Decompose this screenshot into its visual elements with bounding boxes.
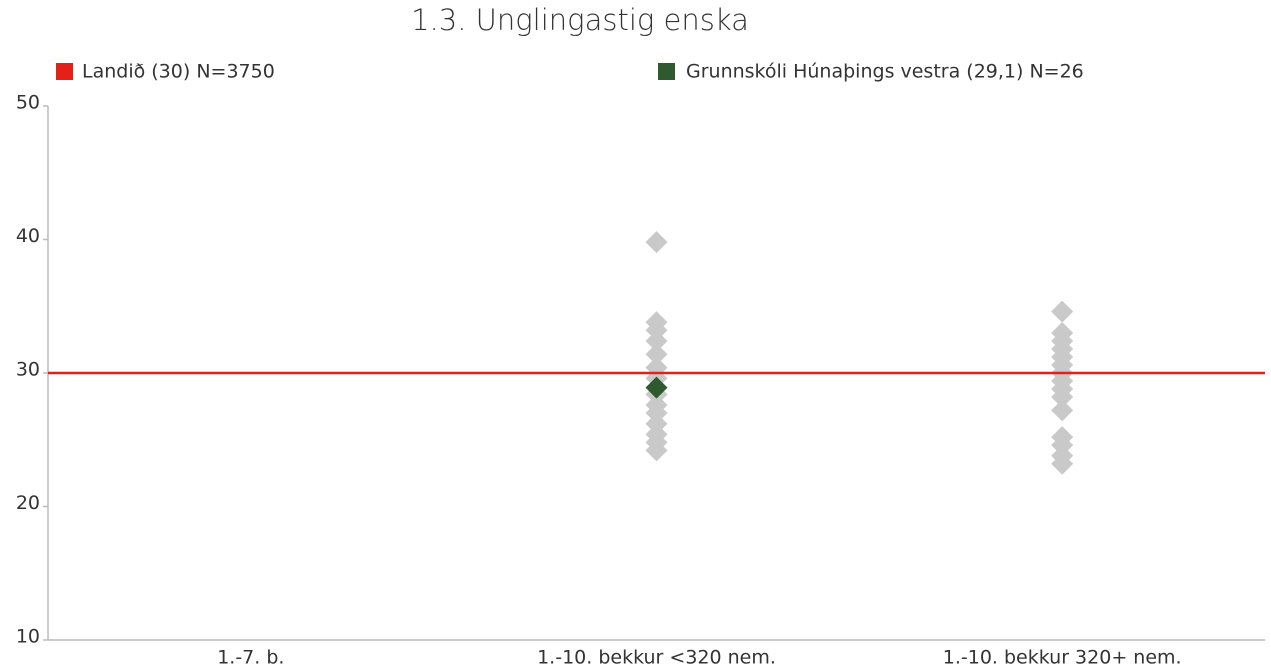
y-tick-label: 10 <box>16 626 40 648</box>
school-point <box>645 343 668 366</box>
school-point <box>645 329 668 352</box>
school-point <box>645 439 668 462</box>
y-tick-label: 40 <box>16 225 40 247</box>
x-tick-label: 1.-10. bekkur 320+ nem. <box>943 647 1182 669</box>
chart-title: 1.3. Unglingastig enska <box>411 3 749 37</box>
school-point <box>645 231 668 254</box>
school-point <box>1051 386 1074 409</box>
y-tick-label: 30 <box>16 359 40 381</box>
school-point <box>1051 452 1074 475</box>
legend-label: Landið (30) N=3750 <box>82 61 275 83</box>
x-tick-label: 1.-10. bekkur <320 nem. <box>537 647 776 669</box>
x-tick-label: 1.-7. b. <box>217 647 284 669</box>
legend-swatch <box>658 63 675 80</box>
y-tick-label: 50 <box>16 92 40 114</box>
highlight-point <box>645 376 668 399</box>
legend-swatch <box>56 63 73 80</box>
school-point <box>1051 300 1074 323</box>
y-tick-label: 20 <box>16 492 40 514</box>
legend-label: Grunnskóli Húnaþings vestra (29,1) N=26 <box>686 61 1084 83</box>
school-point <box>1051 399 1074 422</box>
